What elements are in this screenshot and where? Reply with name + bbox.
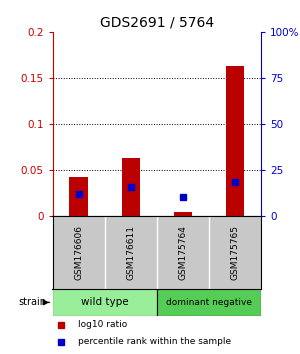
Text: GSM175765: GSM175765 (230, 225, 239, 280)
Text: GSM175764: GSM175764 (178, 225, 187, 280)
Text: GSM176611: GSM176611 (126, 225, 135, 280)
Text: strain: strain (18, 297, 46, 307)
Bar (69, 177, 88, 216)
Title: GDS2691 / 5764: GDS2691 / 5764 (100, 15, 214, 29)
Text: wild type: wild type (81, 297, 128, 307)
Text: dominant negative: dominant negative (166, 298, 252, 307)
Bar (226, 66, 244, 216)
Bar (122, 158, 140, 216)
Bar (174, 212, 192, 216)
Bar (157, 289, 261, 316)
Text: log10 ratio: log10 ratio (77, 320, 127, 329)
Bar (52, 289, 157, 316)
Text: GSM176606: GSM176606 (74, 225, 83, 280)
Text: percentile rank within the sample: percentile rank within the sample (77, 337, 231, 347)
